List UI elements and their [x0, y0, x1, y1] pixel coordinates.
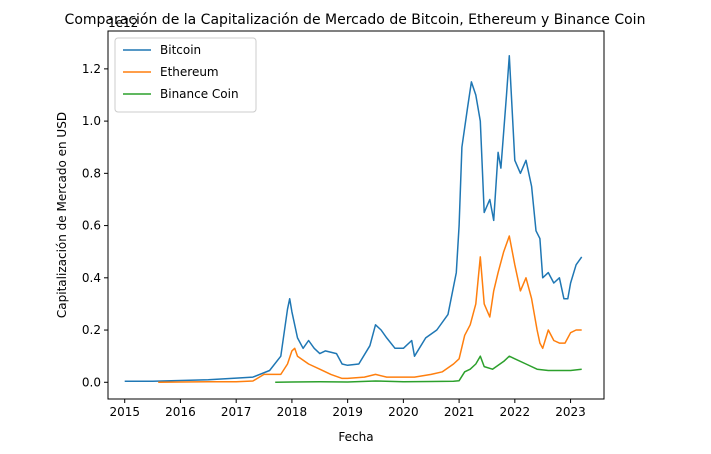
y-tick-label: 0.0	[82, 375, 101, 389]
x-axis: 2015 2016 2017 2018 2019 2020 2021 2022 2023	[109, 399, 586, 419]
y-tick-label: 1.0	[82, 114, 101, 128]
x-tick-label: 2018	[277, 405, 308, 419]
x-tick-label: 2022	[500, 405, 531, 419]
series-line-bitcoin	[124, 55, 583, 382]
y-tick-label: 0.2	[82, 323, 101, 337]
y-axis-label: Capitalización de Mercado en USD	[55, 112, 69, 318]
series-line-binance-coin	[275, 355, 582, 384]
x-axis-label: Fecha	[338, 430, 373, 444]
x-tick-label: 2019	[332, 405, 363, 419]
x-tick-label: 2017	[221, 405, 252, 419]
x-tick-label: 2015	[109, 405, 140, 419]
x-tick-label: 2020	[388, 405, 419, 419]
x-tick-label: 2016	[165, 405, 196, 419]
y-tick-label: 1.2	[82, 62, 101, 76]
axes-frame	[107, 30, 605, 400]
x-tick-label: 2023	[555, 405, 586, 419]
plot-area	[124, 55, 583, 384]
legend: Bitcoin Ethereum Binance Coin	[114, 37, 257, 113]
y-tick-label: 0.8	[82, 166, 101, 180]
chart-title: Comparación de la Capitalización de Merc…	[65, 12, 646, 28]
x-tick-label: 2021	[444, 405, 475, 419]
y-offset-label: 1e12	[108, 16, 138, 30]
y-tick-label: 0.4	[82, 271, 101, 285]
legend-entry: Ethereum	[160, 65, 219, 79]
legend-entry: Binance Coin	[160, 87, 239, 101]
series-line-ethereum	[158, 235, 582, 384]
y-tick-label: 0.6	[82, 219, 101, 233]
legend-entry: Bitcoin	[160, 43, 201, 57]
y-axis: 0.0 0.2 0.4 0.6 0.8 1.0 1.2	[82, 62, 108, 389]
